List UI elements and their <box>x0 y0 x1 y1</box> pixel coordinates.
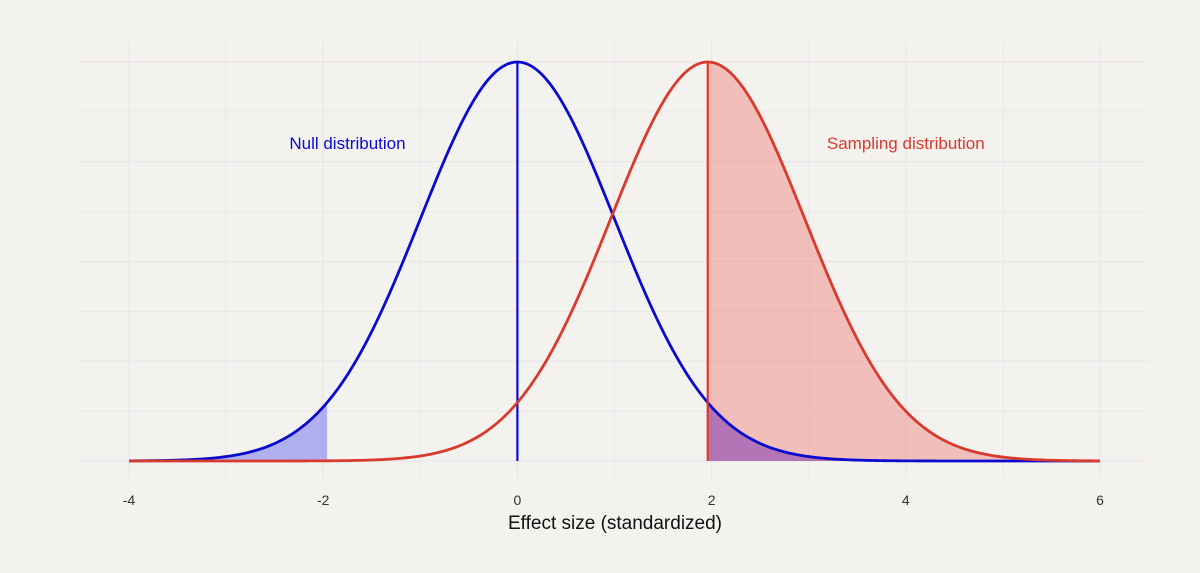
sampling-distribution-label: Sampling distribution <box>827 134 985 153</box>
grid <box>80 42 1148 478</box>
sampling-distribution-shaded-region <box>707 62 1100 461</box>
x-tick-label: 2 <box>708 492 716 508</box>
overlap-shaded-region <box>707 402 1100 461</box>
null-distribution-shaded-region <box>129 402 328 461</box>
x-tick-label: 4 <box>902 492 910 508</box>
shaded-areas <box>129 62 1100 461</box>
x-tick-label: 0 <box>514 492 522 508</box>
x-axis-title: Effect size (standardized) <box>508 513 722 534</box>
null-distribution-label: Null distribution <box>289 134 405 153</box>
density-curves <box>128 60 1101 463</box>
x-tick-label: 6 <box>1096 492 1104 508</box>
null-distribution-curve <box>128 60 1100 463</box>
x-tick-label: -2 <box>317 492 330 508</box>
chart-text: -4 -2 0 2 4 6 Null distribution Sampling distri… <box>123 134 1104 508</box>
sampling-distribution-curve <box>129 60 1101 463</box>
x-tick-label: -4 <box>123 492 136 508</box>
